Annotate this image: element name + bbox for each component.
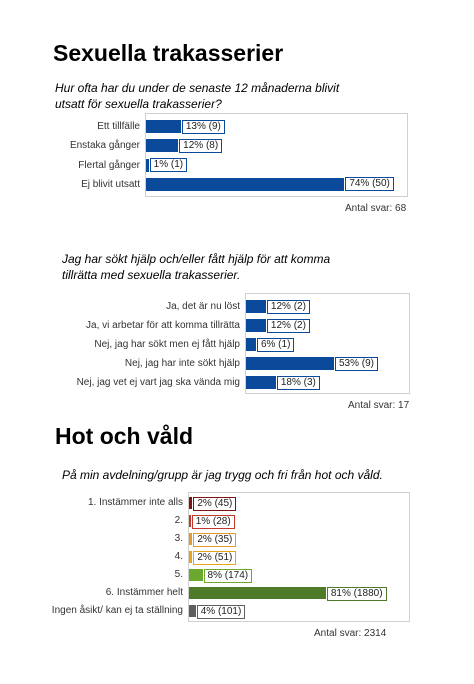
category-label: 5. [174, 569, 183, 580]
value-label: 18% (3) [276, 375, 320, 390]
category-label: 3. [174, 533, 183, 544]
heading: Sexuella trakasserier [53, 40, 284, 66]
value-label: 12% (2) [266, 318, 310, 333]
bar [246, 376, 276, 389]
value-label: 2% (51) [193, 550, 237, 565]
plot-frame [245, 293, 410, 394]
bar [189, 587, 326, 599]
category-label: Enstaka gånger [69, 140, 140, 152]
bar [146, 139, 179, 153]
bar [189, 551, 193, 563]
category-label: 6. Instämmer helt [105, 587, 183, 598]
category-label: Nej, jag har inte sökt hjälp [124, 358, 240, 369]
value-label: 6% (1) [256, 337, 295, 352]
bar [146, 177, 345, 191]
value-label: 74% (50) [345, 177, 394, 192]
response-count: Antal svar: 68 [345, 203, 407, 214]
bar [146, 158, 149, 172]
bar [189, 497, 193, 509]
value-label: 53% (9) [334, 356, 378, 371]
bar [246, 357, 334, 370]
chart-title: På min avdelning/grupp är jag trygg och … [62, 468, 383, 482]
value-label: 2% (45) [193, 496, 237, 511]
category-label: Nej, jag vet ej vart jag ska vända mig [76, 377, 240, 388]
category-label: Ja, vi arbetar för att komma tillrätta [86, 320, 240, 331]
category-label: Ett tillfälle [97, 121, 140, 132]
plot-frame [188, 492, 410, 622]
value-label: 12% (2) [266, 299, 310, 314]
value-label: 12% (8) [179, 138, 223, 153]
bar [189, 515, 191, 527]
value-label: 8% (174) [203, 568, 253, 583]
value-label: 13% (9) [181, 119, 225, 134]
bar [189, 605, 196, 617]
heading: Hot och våld [55, 423, 194, 449]
category-label: Ingen åsikt/ kan ej ta ställning [51, 605, 183, 616]
bar [146, 120, 181, 133]
category-label: Nej, jag har sökt men ej fått hjälp [94, 339, 240, 350]
response-count: Antal svar: 2314 [314, 628, 387, 639]
value-label: 81% (1880) [326, 586, 387, 601]
bar [246, 300, 266, 313]
chart-title: Hur ofta har du under de senaste 12 måna… [55, 81, 340, 111]
bar [246, 319, 266, 332]
value-label: 2% (35) [193, 532, 237, 547]
category-label: Ej blivit utsatt [81, 178, 140, 190]
bar [246, 338, 256, 351]
value-label: 1% (1) [149, 158, 188, 173]
chart-title: Jag har sökt hjälp och/eller fått hjälp … [62, 252, 331, 282]
bar [189, 569, 203, 581]
response-count: Antal svar: 17 [348, 400, 410, 411]
value-label: 1% (28) [191, 514, 235, 529]
value-label: 4% (101) [196, 604, 246, 619]
bar [189, 533, 193, 545]
category-label: 4. [174, 551, 183, 562]
category-label: 2. [174, 515, 183, 526]
plot-frame [145, 113, 408, 197]
category-label: Flertal gånger [78, 159, 140, 171]
category-label: 1. Instämmer inte alls [87, 497, 183, 508]
category-label: Ja, det är nu löst [166, 301, 240, 312]
